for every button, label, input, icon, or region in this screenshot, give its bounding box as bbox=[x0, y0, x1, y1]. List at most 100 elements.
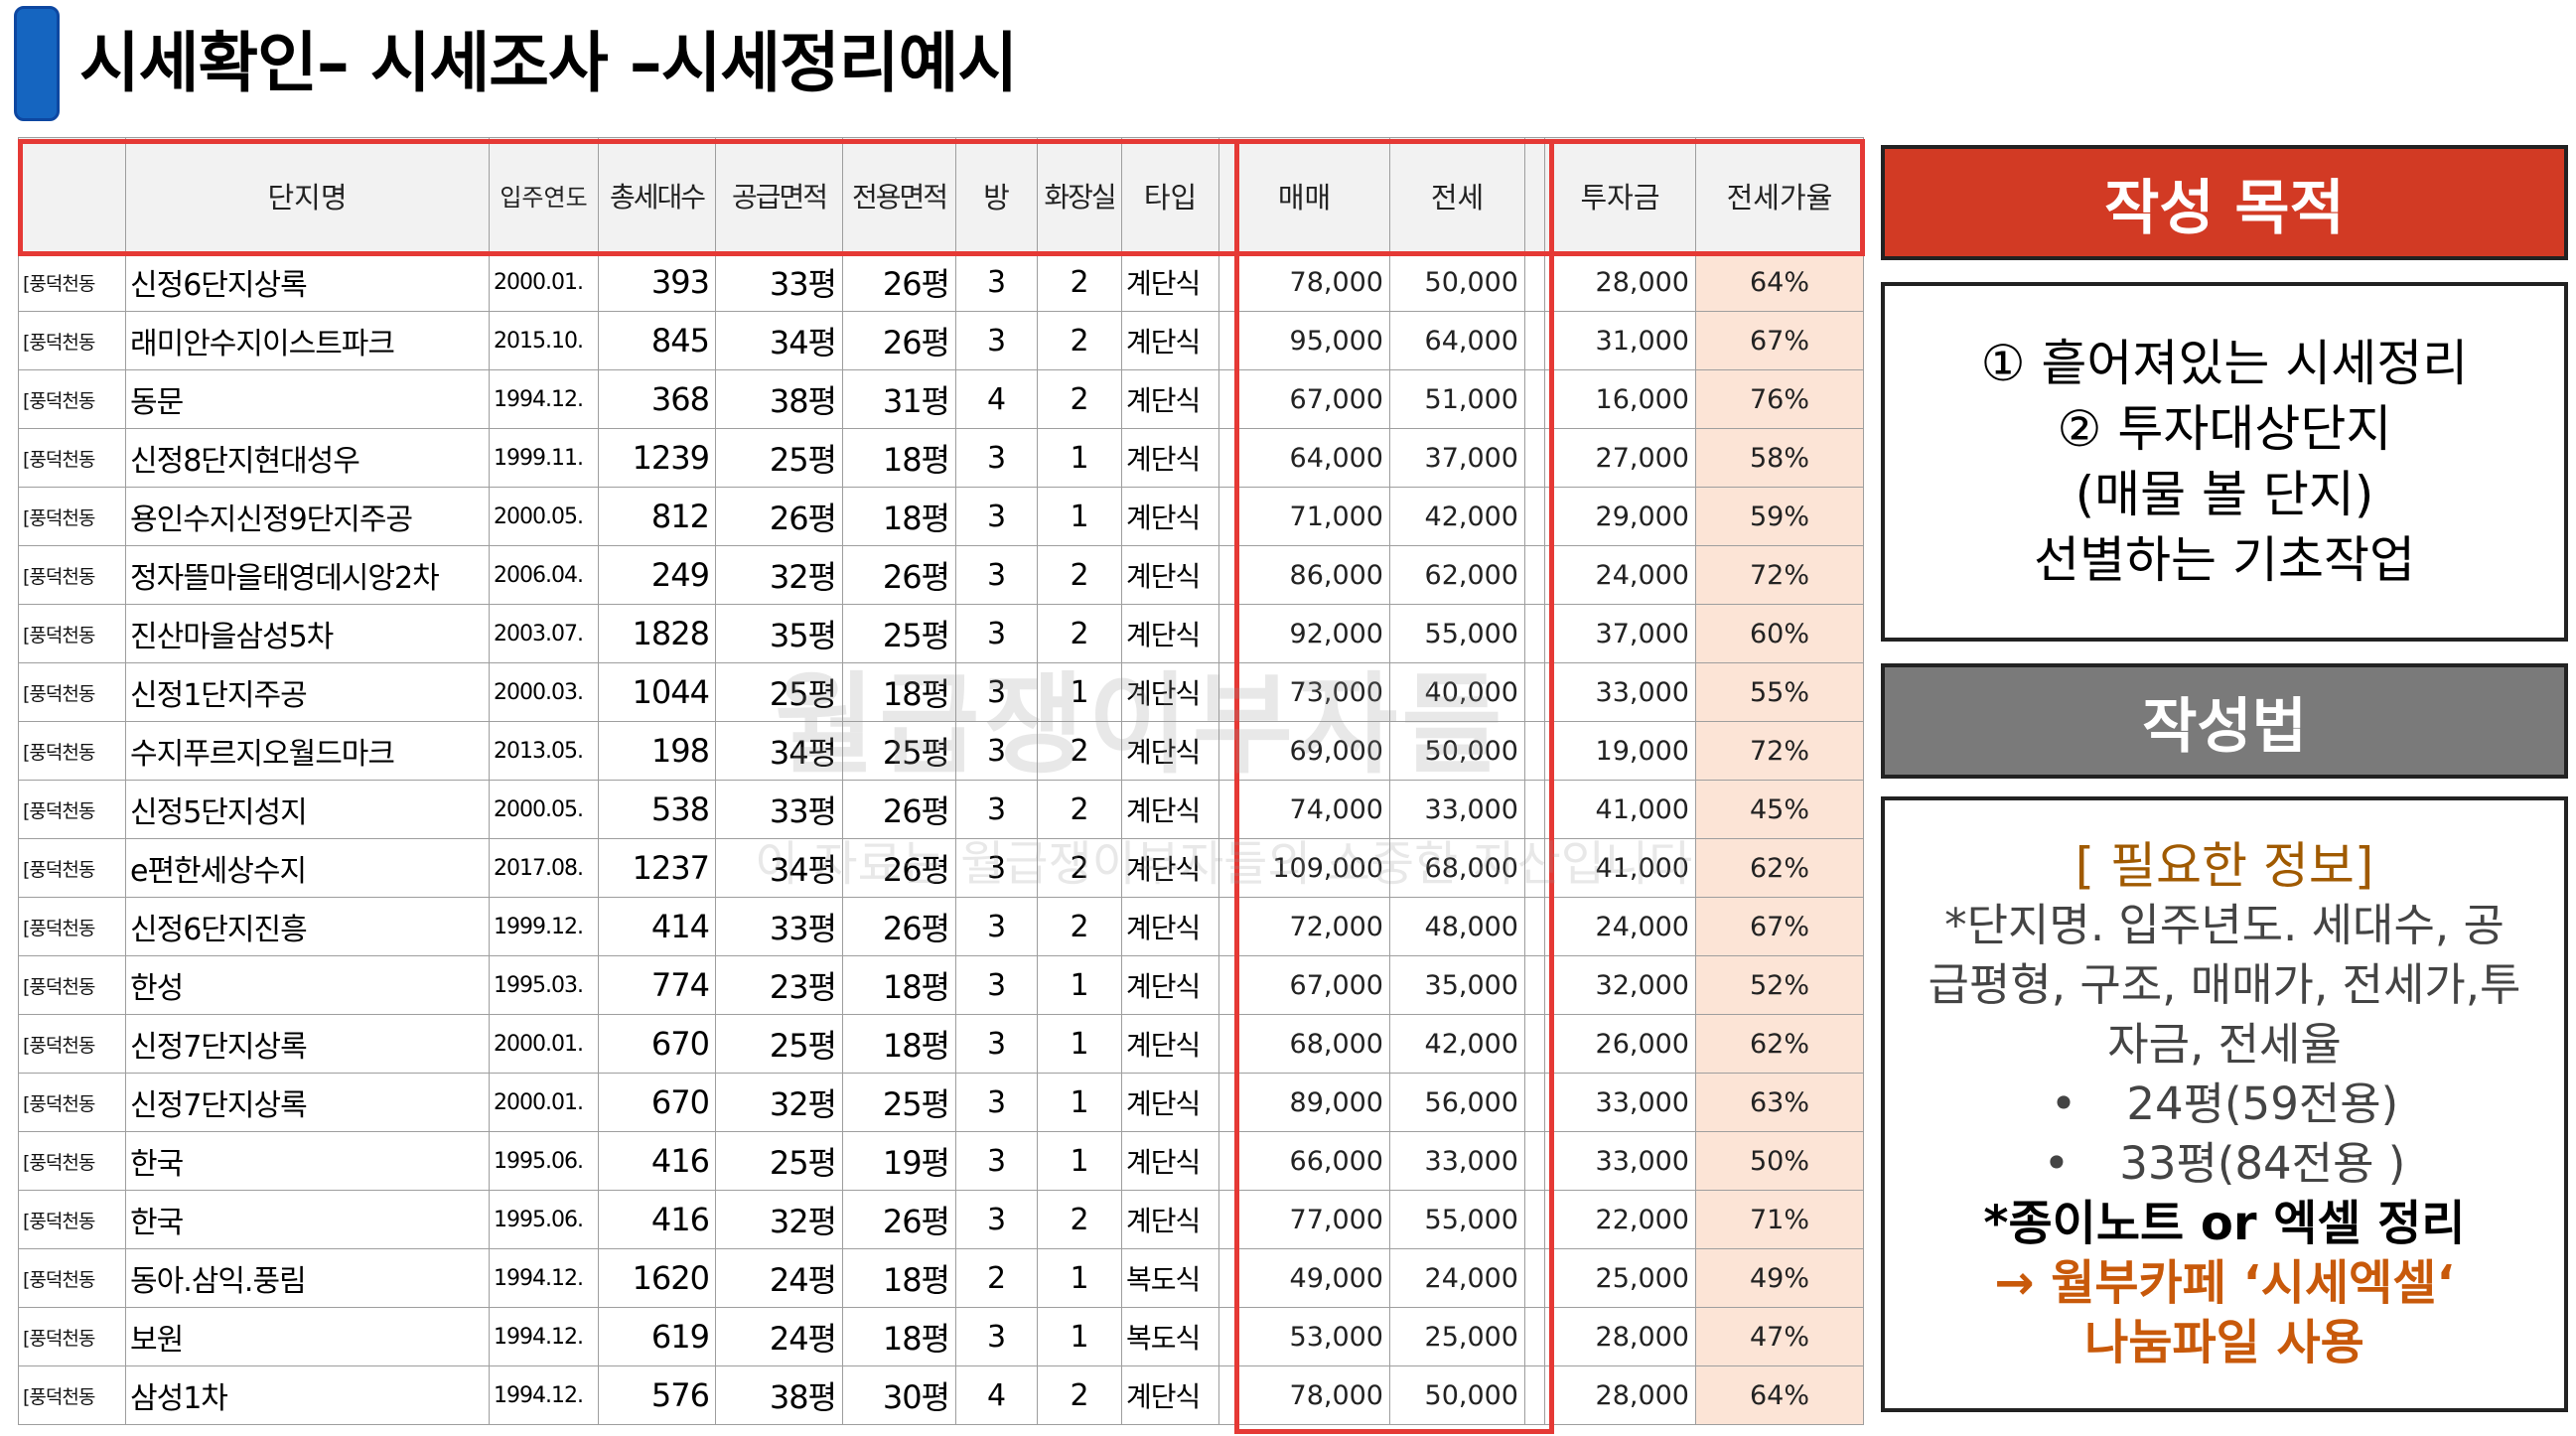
cell-area: [풍덕천동 bbox=[18, 1365, 126, 1425]
cell-total-units: 576 bbox=[598, 1365, 716, 1425]
cell-gap bbox=[1524, 1365, 1545, 1425]
cell-investment: 24,000 bbox=[1544, 897, 1696, 956]
cell-sale-price: 69,000 bbox=[1218, 721, 1390, 781]
cell-supply-area: 32평 bbox=[715, 1190, 843, 1249]
cell-supply-area: 33평 bbox=[715, 897, 843, 956]
cell-jeonse-price: 56,000 bbox=[1389, 1073, 1525, 1132]
cell-total-units: 416 bbox=[598, 1190, 716, 1249]
table-row: [풍덕천동 신정7단지상록 2000.01. 670 32평 25평 3 1 계단식 89,000… bbox=[18, 1073, 1864, 1132]
cell-supply-area: 38평 bbox=[715, 369, 843, 429]
table-row: [풍덕천동 진산마을삼성5차 2003.07. 1828 35평 25평 3 2 계단식 92,0… bbox=[18, 604, 1864, 663]
cell-supply-area: 32평 bbox=[715, 1073, 843, 1132]
cell-type: 계단식 bbox=[1121, 721, 1219, 781]
cell-type: 계단식 bbox=[1121, 545, 1219, 605]
table-row: [풍덕천동 신정6단지진흥 1999.12. 414 33평 26평 3 2 계단식 72,000… bbox=[18, 897, 1864, 956]
cell-type: 계단식 bbox=[1121, 1014, 1219, 1074]
cell-baths: 2 bbox=[1037, 311, 1122, 370]
cell-gap bbox=[1524, 838, 1545, 898]
price-spreadsheet: 단지명 입주연도 총세대수 공급면적 전용면적 방 화장실 타입 매매 전세 투… bbox=[18, 137, 1864, 1425]
cell-baths: 2 bbox=[1037, 721, 1122, 781]
cell-exclusive-area: 18평 bbox=[842, 662, 956, 722]
cell-investment: 16,000 bbox=[1544, 369, 1696, 429]
cell-supply-area: 35평 bbox=[715, 604, 843, 663]
cell-rooms: 2 bbox=[955, 1248, 1038, 1308]
cell-rooms: 3 bbox=[955, 780, 1038, 839]
cell-total-units: 774 bbox=[598, 955, 716, 1015]
cell-total-units: 845 bbox=[598, 311, 716, 370]
cell-gap bbox=[1524, 1248, 1545, 1308]
cell-area: [풍덕천동 bbox=[18, 662, 126, 722]
table-row: [풍덕천동 신정6단지상록 2000.01. 393 33평 26평 3 2 계단식 78,000… bbox=[18, 252, 1864, 312]
cell-jeonse-ratio: 62% bbox=[1695, 1014, 1864, 1074]
table-row: [풍덕천동 한성 1995.03. 774 23평 18평 3 1 계단식 67,000 35,00… bbox=[18, 955, 1864, 1015]
cell-jeonse-ratio: 50% bbox=[1695, 1131, 1864, 1191]
bullet-dot-icon: • bbox=[2043, 1137, 2071, 1190]
cell-move-in-year: 1994.12. bbox=[489, 1248, 599, 1308]
cell-jeonse-price: 37,000 bbox=[1389, 428, 1525, 488]
cell-jeonse-price: 51,000 bbox=[1389, 369, 1525, 429]
cell-move-in-year: 2000.05. bbox=[489, 487, 599, 546]
cell-complex-name: 신정1단지주공 bbox=[125, 662, 490, 722]
cell-jeonse-ratio: 63% bbox=[1695, 1073, 1864, 1132]
cell-investment: 22,000 bbox=[1544, 1190, 1696, 1249]
purpose-line-2: ② 투자대상단지 bbox=[2057, 400, 2392, 458]
cell-move-in-year: 1995.06. bbox=[489, 1131, 599, 1191]
cell-area: [풍덕천동 bbox=[18, 311, 126, 370]
cell-rooms: 4 bbox=[955, 1365, 1038, 1425]
cell-sale-price: 66,000 bbox=[1218, 1131, 1390, 1191]
method-link-line-2: 나눔파일 사용 bbox=[2084, 1315, 2364, 1370]
cell-baths: 1 bbox=[1037, 1073, 1122, 1132]
cell-jeonse-ratio: 64% bbox=[1695, 252, 1864, 312]
purpose-line-3: (매물 볼 단지) bbox=[2075, 466, 2374, 523]
cell-gap bbox=[1524, 487, 1545, 546]
cell-total-units: 416 bbox=[598, 1131, 716, 1191]
cell-exclusive-area: 18평 bbox=[842, 428, 956, 488]
cell-complex-name: 신정6단지진흥 bbox=[125, 897, 490, 956]
cell-rooms: 3 bbox=[955, 487, 1038, 546]
cell-rooms: 4 bbox=[955, 369, 1038, 429]
cell-total-units: 1620 bbox=[598, 1248, 716, 1308]
method-info-line-3: 자금, 전세율 bbox=[2107, 1018, 2342, 1071]
table-row: [풍덕천동 신정1단지주공 2000.03. 1044 25평 18평 3 1 계단식 73,00… bbox=[18, 662, 1864, 722]
cell-type: 복도식 bbox=[1121, 1307, 1219, 1366]
header-rooms: 방 bbox=[955, 137, 1038, 253]
header-move-in-year: 입주연도 bbox=[489, 137, 599, 253]
cell-investment: 41,000 bbox=[1544, 780, 1696, 839]
cell-complex-name: 동아.삼익.풍림 bbox=[125, 1248, 490, 1308]
cell-supply-area: 26평 bbox=[715, 487, 843, 546]
cell-move-in-year: 1994.12. bbox=[489, 1365, 599, 1425]
cell-total-units: 619 bbox=[598, 1307, 716, 1366]
cell-exclusive-area: 30평 bbox=[842, 1365, 956, 1425]
cell-sale-price: 78,000 bbox=[1218, 252, 1390, 312]
cell-complex-name: 신정8단지현대성우 bbox=[125, 428, 490, 488]
cell-area: [풍덕천동 bbox=[18, 1307, 126, 1366]
cell-area: [풍덕천동 bbox=[18, 545, 126, 605]
cell-type: 계단식 bbox=[1121, 252, 1219, 312]
method-box: [ 필요한 정보] *단지명. 입주년도. 세대수, 공 급평형, 구조, 매매… bbox=[1881, 796, 2568, 1412]
cell-jeonse-ratio: 59% bbox=[1695, 487, 1864, 546]
cell-rooms: 3 bbox=[955, 838, 1038, 898]
cell-move-in-year: 2000.01. bbox=[489, 1014, 599, 1074]
cell-type: 계단식 bbox=[1121, 369, 1219, 429]
cell-exclusive-area: 25평 bbox=[842, 721, 956, 781]
cell-sale-price: 109,000 bbox=[1218, 838, 1390, 898]
cell-jeonse-price: 50,000 bbox=[1389, 721, 1525, 781]
cell-complex-name: 동문 bbox=[125, 369, 490, 429]
cell-total-units: 249 bbox=[598, 545, 716, 605]
cell-exclusive-area: 26평 bbox=[842, 1190, 956, 1249]
cell-baths: 1 bbox=[1037, 955, 1122, 1015]
cell-baths: 2 bbox=[1037, 1190, 1122, 1249]
cell-jeonse-ratio: 67% bbox=[1695, 311, 1864, 370]
cell-move-in-year: 2006.04. bbox=[489, 545, 599, 605]
header-gap bbox=[1524, 137, 1545, 253]
cell-sale-price: 67,000 bbox=[1218, 369, 1390, 429]
purpose-line-1: ① 흩어져있는 시세정리 bbox=[1980, 335, 2469, 392]
cell-baths: 1 bbox=[1037, 1131, 1122, 1191]
cell-investment: 33,000 bbox=[1544, 662, 1696, 722]
cell-move-in-year: 2015.10. bbox=[489, 311, 599, 370]
cell-jeonse-price: 35,000 bbox=[1389, 955, 1525, 1015]
cell-sale-price: 72,000 bbox=[1218, 897, 1390, 956]
cell-total-units: 670 bbox=[598, 1073, 716, 1132]
cell-complex-name: 용인수지신정9단지주공 bbox=[125, 487, 490, 546]
cell-investment: 41,000 bbox=[1544, 838, 1696, 898]
